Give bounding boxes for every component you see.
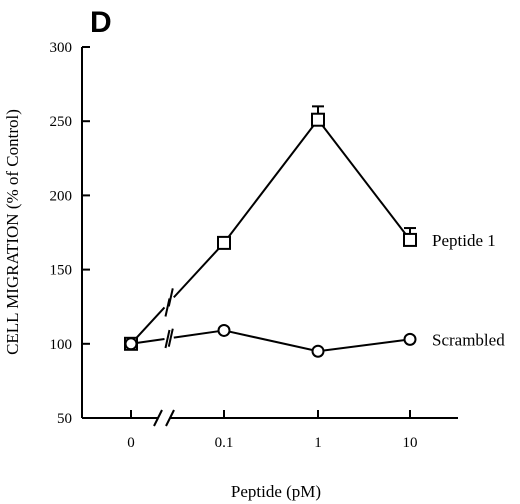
series-line	[173, 329, 225, 339]
y-tick-label: 50	[57, 411, 72, 427]
y-tick-label: 150	[50, 263, 73, 279]
series-line	[173, 242, 225, 299]
y-tick-label: 200	[50, 188, 73, 204]
series-label: Peptide 1	[432, 231, 496, 250]
data-point-circle	[124, 337, 138, 351]
y-axis-label: CELL MIGRATION (% of Control)	[3, 109, 22, 355]
panel-label: D	[90, 6, 112, 39]
y-tick-label: 300	[50, 40, 73, 56]
x-tick-label: 0	[127, 435, 135, 451]
data-point-circle	[403, 332, 417, 346]
series-line	[223, 118, 411, 244]
series-label: Scrambled	[432, 330, 505, 349]
y-tick-label: 100	[50, 337, 73, 353]
x-axis-break-mark	[153, 409, 163, 427]
x-axis-break-mark	[165, 409, 175, 427]
series-break-mark	[167, 288, 174, 307]
data-marks: Peptide 1 Scrambled	[124, 105, 505, 358]
x-axis-label: Peptide (pM)	[231, 482, 321, 501]
series-break-mark	[167, 328, 174, 347]
y-tick-label: 250	[50, 114, 73, 130]
x-tick-label: 10	[403, 435, 418, 451]
data-point-square	[403, 232, 417, 247]
data-point-square	[217, 235, 231, 250]
data-point-circle	[217, 323, 231, 337]
axes: 50 100 150 200 250 300 0 0.1 1 10	[50, 40, 458, 451]
series-break-mark	[164, 329, 171, 349]
x-tick-label: 0.1	[215, 435, 234, 451]
x-tick-label: 1	[314, 435, 322, 451]
data-point-square	[311, 112, 325, 127]
series-break-mark	[164, 298, 171, 317]
data-point-circle	[311, 344, 325, 358]
